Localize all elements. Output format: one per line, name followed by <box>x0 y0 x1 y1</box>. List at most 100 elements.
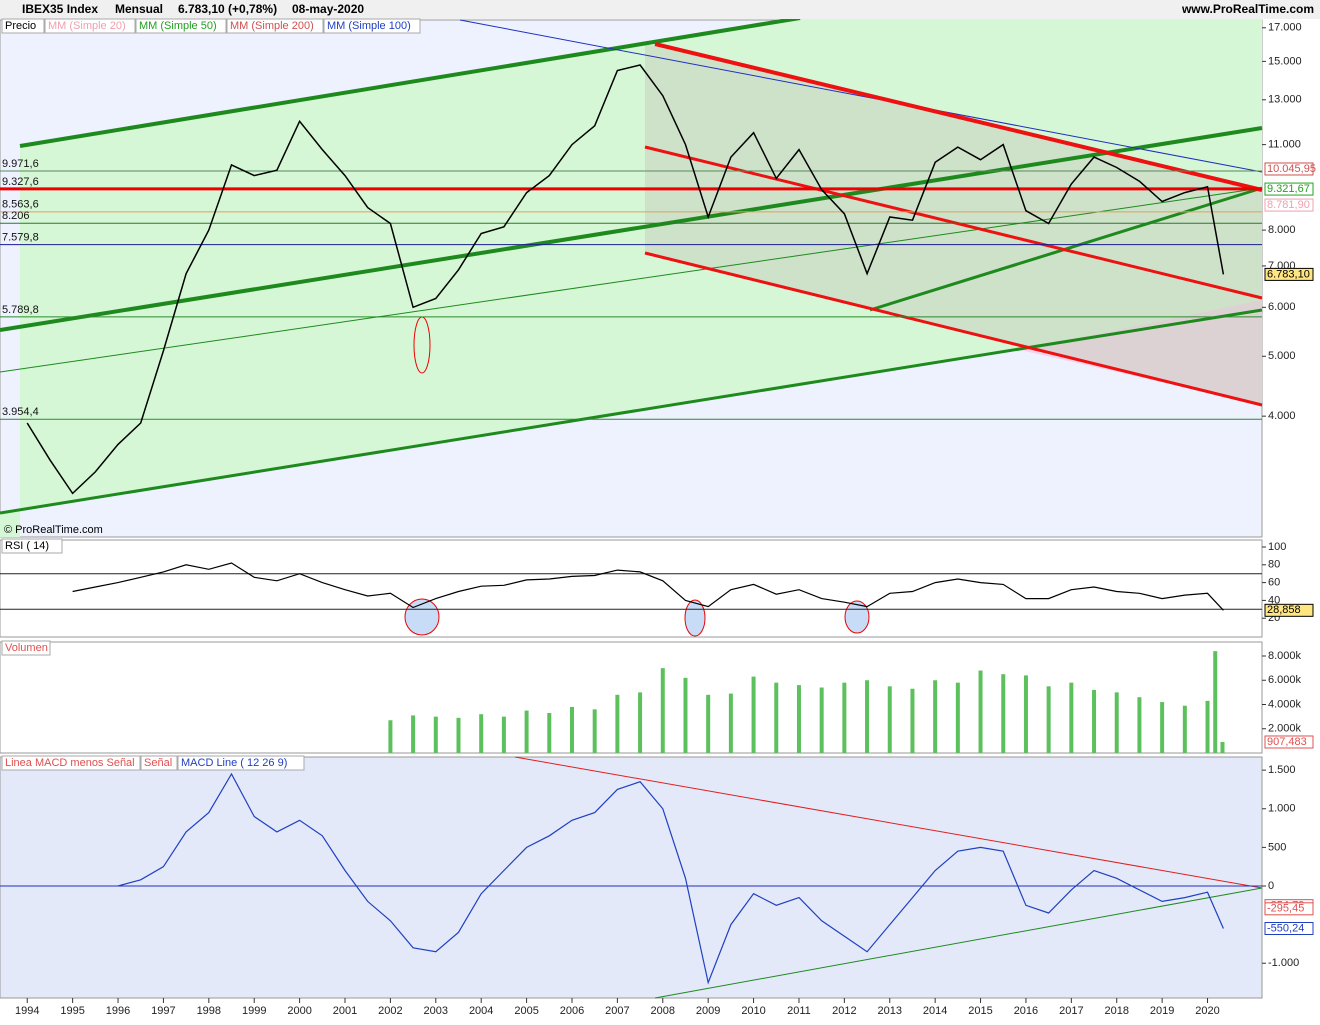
legend-label: RSI ( 14) <box>5 540 49 552</box>
x-tick-label: 2004 <box>469 1005 493 1017</box>
volume-bar <box>1220 741 1225 753</box>
volume-bar <box>524 710 529 753</box>
volume-bar <box>1213 651 1218 753</box>
volume-bar <box>1205 700 1210 753</box>
volume-bar <box>433 716 438 753</box>
trend-line <box>19 16 801 148</box>
x-tick-label: 1996 <box>106 1005 130 1017</box>
x-tick-label: 2008 <box>651 1005 675 1017</box>
x-tick-label: 2001 <box>333 1005 357 1017</box>
value-tag-label: 907,483 <box>1267 736 1307 748</box>
legend-box <box>140 755 178 771</box>
x-tick-label: 2009 <box>696 1005 720 1017</box>
volume-bar <box>1160 702 1165 753</box>
x-tick-label: 2012 <box>832 1005 856 1017</box>
y-tick-label: 4.000 <box>1268 410 1296 422</box>
legend-label: MM (Simple 20) <box>48 20 126 32</box>
y-tick-label: 1.000 <box>1268 803 1296 815</box>
x-tick-label: 2005 <box>514 1005 538 1017</box>
volume-bar <box>978 670 983 753</box>
value-tag-label: 8.781,90 <box>1267 199 1310 211</box>
level-label: 8.206 <box>2 210 30 222</box>
legend-label: MM (Simple 200) <box>230 20 314 32</box>
volume-bar <box>751 676 756 753</box>
value-tag-label: 9.321,67 <box>1267 183 1310 195</box>
x-tick-label: 2014 <box>923 1005 947 1017</box>
x-tick-label: 2016 <box>1014 1005 1038 1017</box>
y-tick-label: 17.000 <box>1268 22 1302 34</box>
header-bar <box>0 0 1320 19</box>
volume-bar <box>479 714 484 753</box>
volume-bar <box>1114 692 1119 753</box>
x-tick-label: 2019 <box>1150 1005 1174 1017</box>
macd-panel <box>0 756 1263 999</box>
level-label: 3.954,4 <box>2 406 39 418</box>
x-tick-label: 2013 <box>878 1005 902 1017</box>
legend-label: Precio <box>5 20 36 32</box>
y-tick-label: 1.500 <box>1268 764 1296 776</box>
x-tick-label: 1995 <box>60 1005 84 1017</box>
y-tick-label: 6.000 <box>1268 301 1296 313</box>
y-tick-label: 500 <box>1268 841 1286 853</box>
trend-line <box>644 251 1263 407</box>
x-tick-label: 1998 <box>197 1005 221 1017</box>
y-tick-label: 80 <box>1268 559 1280 571</box>
volume-bar <box>796 685 801 753</box>
trend-line <box>0 308 1263 515</box>
footer: © ProRealTime.com <box>4 524 103 536</box>
series-line <box>117 772 1224 985</box>
legend-label: MM (Simple 100) <box>327 20 411 32</box>
x-tick-label: 2010 <box>741 1005 765 1017</box>
legend-label: Linea MACD menos Señal <box>5 757 135 769</box>
legend-label: Señal <box>144 757 172 769</box>
y-tick-label: 100 <box>1268 541 1286 553</box>
x-tick-label: 2007 <box>605 1005 629 1017</box>
x-tick-label: 2017 <box>1059 1005 1083 1017</box>
volume-bar <box>706 694 711 753</box>
value-tag-label: 6.783,10 <box>1267 268 1310 280</box>
value-tag <box>1264 267 1314 281</box>
volume-bar <box>933 680 938 753</box>
x-tick-label: 1994 <box>15 1005 39 1017</box>
legend-box <box>44 18 136 34</box>
y-tick-label: 13.000 <box>1268 94 1302 106</box>
red-channel <box>645 44 1262 405</box>
volume-bar <box>774 682 779 753</box>
series-line <box>72 562 1224 611</box>
price: 6.783,10 (+0,78%) <box>178 2 277 16</box>
volume-bar <box>683 677 688 753</box>
volume-bar <box>1092 689 1097 753</box>
legend-label: MACD Line ( 12 26 9) <box>181 757 287 769</box>
trend-line <box>0 126 1263 332</box>
value-tag-label: -295,45 <box>1267 903 1304 915</box>
y-tick-label: 6.000k <box>1268 674 1302 686</box>
value-tag <box>1264 735 1314 749</box>
volume-bar <box>638 692 643 753</box>
x-tick-label: 2000 <box>287 1005 311 1017</box>
volume-bar <box>910 688 915 753</box>
volume-bar <box>388 720 393 753</box>
volume-bar <box>1182 705 1187 753</box>
timeframe: Mensual <box>115 2 163 16</box>
legend-box <box>1 755 141 771</box>
volume-bar <box>501 716 506 753</box>
y-tick-label: 8.000k <box>1268 650 1302 662</box>
x-tick-label: 2018 <box>1104 1005 1128 1017</box>
value-tag-label: 28,858 <box>1267 604 1301 616</box>
volume-bar <box>1001 674 1006 753</box>
value-tag <box>1264 603 1314 617</box>
date: 08-may-2020 <box>292 2 364 16</box>
y-tick-label: 40 <box>1268 594 1280 606</box>
legend-box <box>1 538 63 554</box>
level-label: 5.789,8 <box>2 304 39 316</box>
x-tick-label: 2003 <box>424 1005 448 1017</box>
y-tick-label: 0 <box>1268 880 1274 892</box>
volume-bar <box>1023 675 1028 753</box>
x-tick-label: 2011 <box>787 1005 811 1017</box>
x-tick-label: 1997 <box>151 1005 175 1017</box>
value-tag <box>1264 162 1314 176</box>
x-tick-label: 2006 <box>560 1005 584 1017</box>
value-tag-label: -550,24 <box>1267 922 1304 934</box>
volume-bar <box>955 682 960 753</box>
